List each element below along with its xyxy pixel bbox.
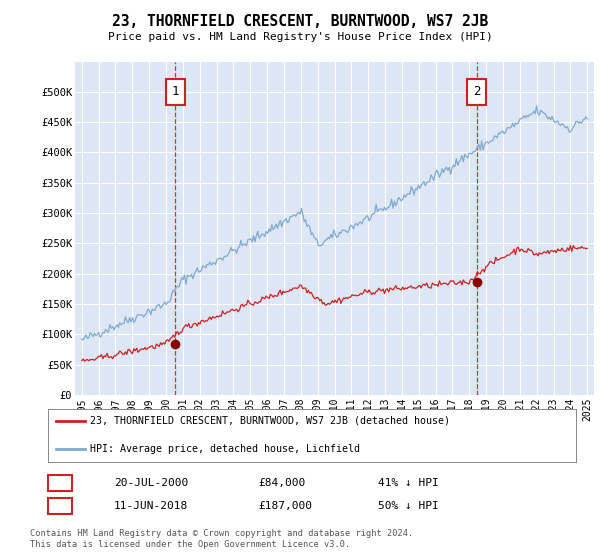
Text: 23, THORNFIELD CRESCENT, BURNTWOOD, WS7 2JB (detached house): 23, THORNFIELD CRESCENT, BURNTWOOD, WS7 … [90,416,450,426]
Text: HPI: Average price, detached house, Lichfield: HPI: Average price, detached house, Lich… [90,444,360,454]
Text: 1: 1 [172,85,179,99]
Text: 20-JUL-2000: 20-JUL-2000 [114,478,188,488]
Bar [166,78,185,105]
Bar [467,78,486,105]
Text: 11-JUN-2018: 11-JUN-2018 [114,501,188,511]
Text: £84,000: £84,000 [258,478,305,488]
Text: Price paid vs. HM Land Registry's House Price Index (HPI): Price paid vs. HM Land Registry's House … [107,32,493,43]
Text: 1: 1 [56,478,64,488]
Text: 2: 2 [56,501,64,511]
Text: £187,000: £187,000 [258,501,312,511]
Text: 41% ↓ HPI: 41% ↓ HPI [378,478,439,488]
Text: 2: 2 [473,85,481,99]
Text: 23, THORNFIELD CRESCENT, BURNTWOOD, WS7 2JB: 23, THORNFIELD CRESCENT, BURNTWOOD, WS7 … [112,14,488,29]
Text: Contains HM Land Registry data © Crown copyright and database right 2024.
This d: Contains HM Land Registry data © Crown c… [30,529,413,549]
Text: 50% ↓ HPI: 50% ↓ HPI [378,501,439,511]
